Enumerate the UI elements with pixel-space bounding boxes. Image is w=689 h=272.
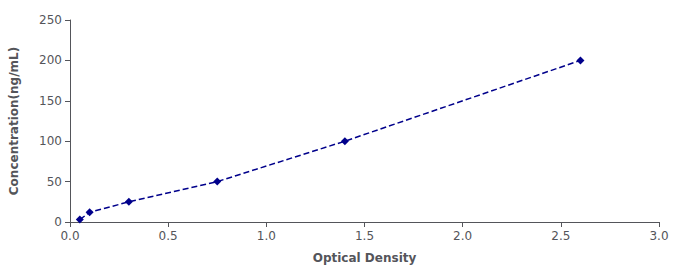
svg-text:250: 250 xyxy=(39,13,62,27)
svg-text:Concentration(ng/mL): Concentration(ng/mL) xyxy=(7,47,21,195)
svg-text:150: 150 xyxy=(39,94,62,108)
svg-text:0.0: 0.0 xyxy=(60,229,79,243)
svg-text:50: 50 xyxy=(47,175,62,189)
svg-text:0.5: 0.5 xyxy=(159,229,178,243)
svg-text:0: 0 xyxy=(54,215,62,229)
svg-text:3.0: 3.0 xyxy=(649,229,668,243)
svg-text:Optical Density: Optical Density xyxy=(313,251,417,265)
svg-text:1.0: 1.0 xyxy=(257,229,276,243)
svg-text:100: 100 xyxy=(39,134,62,148)
svg-text:2.5: 2.5 xyxy=(551,229,570,243)
svg-text:1.5: 1.5 xyxy=(355,229,374,243)
svg-text:200: 200 xyxy=(39,53,62,67)
svg-text:2.0: 2.0 xyxy=(453,229,472,243)
